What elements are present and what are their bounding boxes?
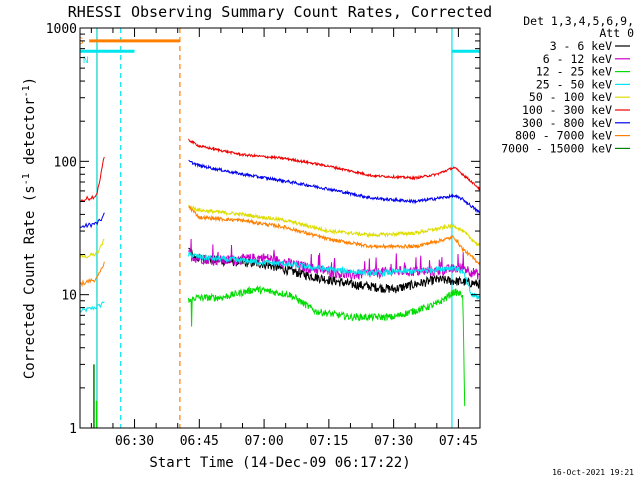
x-tick-label-1: 06:45 (180, 434, 219, 449)
series-pre-4 (80, 238, 105, 259)
legend-label-5: 100 - 300 keV (522, 103, 612, 117)
flag-label-n: N (83, 56, 88, 66)
data-layer: SN (78, 28, 480, 428)
legend-header-line-1: Det 1,3,4,5,6,9, (523, 14, 634, 28)
series-line-7 (188, 205, 480, 266)
series-pre-5 (80, 156, 105, 203)
y-axis-label-mid: detector (22, 97, 38, 173)
x-tick-label-2: 07:00 (245, 434, 284, 449)
series-line-4 (188, 205, 480, 247)
legend-label-6: 300 - 800 keV (522, 116, 612, 130)
y-axis-label-end: ) (22, 77, 38, 85)
y-tick-label-3: 1000 (46, 22, 77, 37)
y-axis-label: Corrected Count Rate (s-1 detector-1) (21, 77, 38, 379)
chart-title: RHESSI Observing Summary Count Rates, Co… (68, 3, 492, 21)
y-tick-label-0: 1 (69, 422, 77, 437)
flag-label-s: S (78, 37, 83, 47)
footer-timestamp: 16-Oct-2021 19:21 (552, 468, 634, 477)
legend-header-line-2: Att 0 (599, 26, 634, 40)
series-line-3 (188, 251, 480, 300)
series-pre-6 (80, 212, 105, 229)
legend-label-4: 50 - 100 keV (529, 90, 612, 104)
series-pre-7 (80, 261, 105, 288)
legend-label-0: 3 - 6 keV (550, 39, 612, 53)
legend-label-1: 6 - 12 keV (543, 52, 612, 66)
y-axis-label-sup2: -1 (21, 85, 32, 97)
legend-label-3: 25 - 50 keV (536, 77, 612, 91)
series-line-5 (188, 138, 480, 191)
y-axis-label-main: Corrected Count Rate (s (22, 185, 38, 379)
x-axis-label: Start Time (14-Dec-09 06:17:22) (149, 455, 410, 471)
y-tick-label-1: 10 (61, 289, 77, 304)
legend-label-8: 7000 - 15000 keV (501, 141, 612, 155)
x-tick-label-0: 06:30 (115, 434, 154, 449)
series-line-1 (188, 238, 480, 281)
series-pre-3 (80, 301, 105, 313)
y-tick-label-2: 100 (54, 155, 77, 170)
x-tick-label-5: 07:45 (439, 434, 478, 449)
legend-label-7: 800 - 7000 keV (515, 129, 612, 143)
series-line-2 (188, 285, 466, 407)
x-tick-label-3: 07:15 (309, 434, 348, 449)
x-tick-label-4: 07:30 (374, 434, 413, 449)
series-line-6 (188, 159, 480, 214)
axes-frame (79, 27, 481, 429)
legend-label-2: 12 - 25 keV (536, 65, 612, 79)
y-axis-label-sup1: -1 (21, 173, 32, 185)
